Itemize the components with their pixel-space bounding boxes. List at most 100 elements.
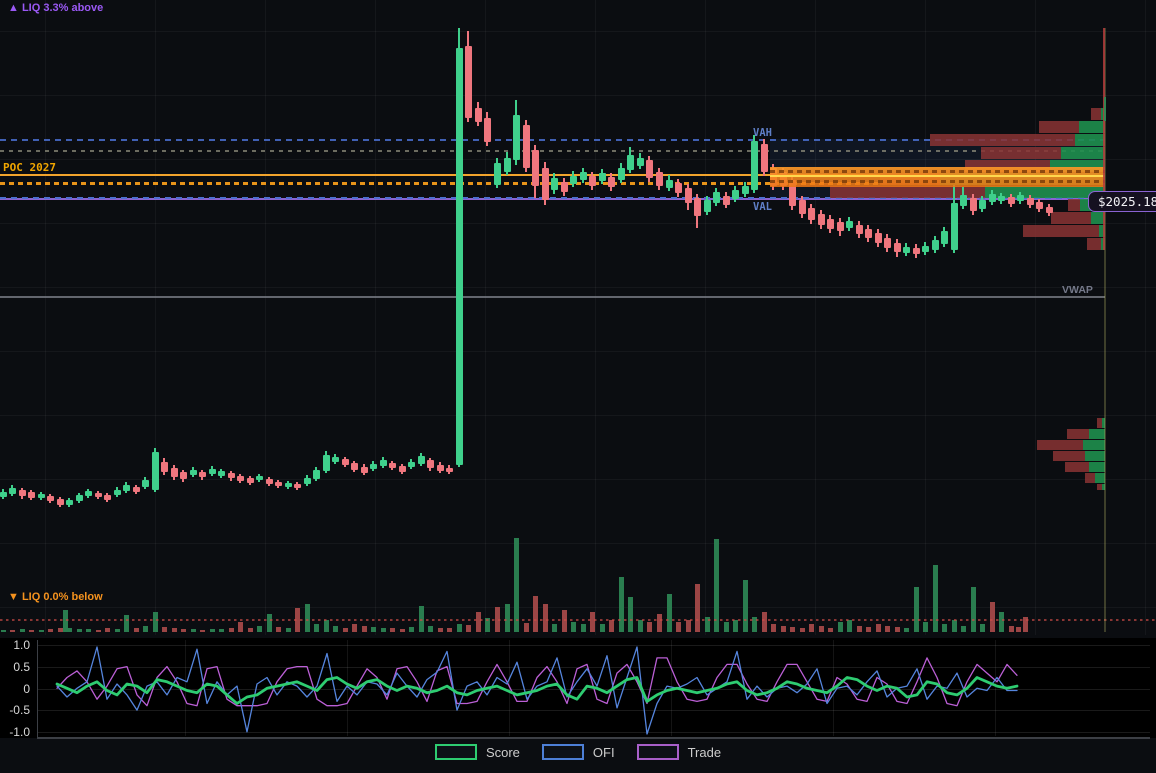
candle-body bbox=[665, 180, 673, 188]
candle-body bbox=[369, 464, 377, 469]
candle-body bbox=[541, 168, 549, 200]
gridline-h bbox=[0, 479, 1156, 480]
volume-bar bbox=[313, 624, 319, 632]
candle-body bbox=[46, 496, 54, 501]
gridline-h bbox=[0, 159, 1156, 160]
candle-body bbox=[483, 118, 491, 142]
volume-bar bbox=[666, 594, 672, 632]
poc-line bbox=[0, 174, 1105, 176]
oscillator-series-ofi bbox=[56, 646, 1018, 735]
oscillator-gridline-h bbox=[37, 710, 1150, 711]
volume-bar bbox=[123, 615, 129, 632]
legend-item-ofi: OFI bbox=[541, 744, 615, 760]
volume-bar bbox=[608, 620, 614, 632]
candle-body bbox=[1026, 198, 1034, 205]
candle-body bbox=[503, 158, 511, 172]
gridline-v bbox=[265, 0, 266, 635]
volume-bar bbox=[865, 627, 871, 632]
volume-bar bbox=[1022, 617, 1028, 632]
profile-sell-row bbox=[1053, 451, 1085, 461]
candle-body bbox=[227, 473, 235, 478]
volume-bar bbox=[180, 629, 186, 632]
volume-bar bbox=[427, 626, 433, 632]
candle-body bbox=[940, 231, 948, 244]
volume-bar bbox=[742, 580, 748, 632]
chart-legend: Score OFI Trade bbox=[0, 744, 1156, 760]
candle-body bbox=[598, 173, 606, 181]
volume-bar bbox=[218, 629, 224, 632]
volume-bar bbox=[875, 624, 881, 632]
candle-body bbox=[712, 192, 720, 203]
profile-buy-row bbox=[1083, 440, 1105, 450]
candle-body bbox=[1016, 195, 1024, 201]
candle-body bbox=[322, 455, 330, 471]
oscillator-gridline-h bbox=[37, 732, 1150, 733]
oscillator-panel[interactable]: 1.0 0.5 0 -0.5 -1.0 bbox=[0, 638, 1156, 739]
volume-bar bbox=[637, 620, 643, 632]
volume-bar bbox=[970, 587, 976, 632]
triangle-down-icon: ▼ bbox=[8, 591, 19, 603]
candle-body bbox=[388, 463, 396, 468]
candle-body bbox=[284, 483, 292, 487]
volume-bar bbox=[475, 612, 481, 632]
gridline-h bbox=[0, 287, 1156, 288]
legend-label: OFI bbox=[592, 744, 615, 760]
candle-body bbox=[132, 487, 140, 492]
volume-bar bbox=[38, 630, 44, 632]
candle-body bbox=[8, 488, 16, 494]
profile-buy-row bbox=[1061, 147, 1105, 159]
candle-body bbox=[988, 194, 996, 202]
volume-bar bbox=[532, 596, 538, 632]
candle-body bbox=[855, 225, 863, 234]
oscillator-tick-label: 0 bbox=[23, 681, 30, 696]
vah-label: VAH bbox=[753, 127, 772, 139]
volume-bar bbox=[95, 630, 101, 632]
candle-body bbox=[931, 240, 939, 250]
volume-bar bbox=[542, 604, 548, 632]
volume-bar bbox=[570, 622, 576, 632]
candle-body bbox=[407, 462, 415, 467]
candle-body bbox=[455, 48, 463, 465]
oscillator-gridline-v bbox=[995, 640, 996, 736]
volume-bar bbox=[998, 612, 1004, 632]
legend-swatch-ofi bbox=[541, 744, 584, 760]
volume-bar bbox=[351, 624, 357, 632]
volume-bar bbox=[247, 628, 253, 632]
volume-bar bbox=[323, 620, 329, 632]
candle-body bbox=[807, 208, 815, 220]
profile-sell-row bbox=[1037, 440, 1083, 450]
candle-body bbox=[151, 452, 159, 490]
profile-buy-row bbox=[1095, 473, 1105, 483]
legend-item-trade: Trade bbox=[636, 744, 721, 760]
candle-body bbox=[274, 482, 282, 486]
candle-body bbox=[141, 480, 149, 487]
volume-bar bbox=[818, 626, 824, 632]
candle-body bbox=[312, 470, 320, 479]
candle-body bbox=[1045, 207, 1053, 213]
oscillator-gridline-v bbox=[671, 640, 672, 736]
profile-buy-row bbox=[1089, 462, 1105, 472]
candle-body bbox=[18, 490, 26, 496]
oscillator-gridline-h bbox=[37, 645, 1150, 646]
candle-body bbox=[236, 476, 244, 481]
candle-body bbox=[265, 479, 273, 484]
candle-body bbox=[836, 222, 844, 231]
candle-body bbox=[655, 172, 663, 186]
volume-bar bbox=[504, 604, 510, 632]
candle-body bbox=[84, 491, 92, 496]
volume-bar bbox=[0, 630, 6, 632]
candle-body bbox=[56, 499, 64, 505]
gridline-v bbox=[595, 0, 596, 635]
oscillator-gridline-h bbox=[37, 667, 1150, 668]
candle-body bbox=[741, 186, 749, 194]
profile-buy-row bbox=[1079, 121, 1105, 133]
volume-bar bbox=[28, 630, 34, 632]
candle-body bbox=[893, 243, 901, 252]
volume-bar bbox=[894, 627, 900, 632]
candle-body bbox=[293, 484, 301, 488]
candle-body bbox=[731, 190, 739, 199]
candle-body bbox=[27, 492, 35, 498]
oscillator-bottom-spine bbox=[37, 737, 1150, 739]
volume-bar bbox=[589, 612, 595, 632]
